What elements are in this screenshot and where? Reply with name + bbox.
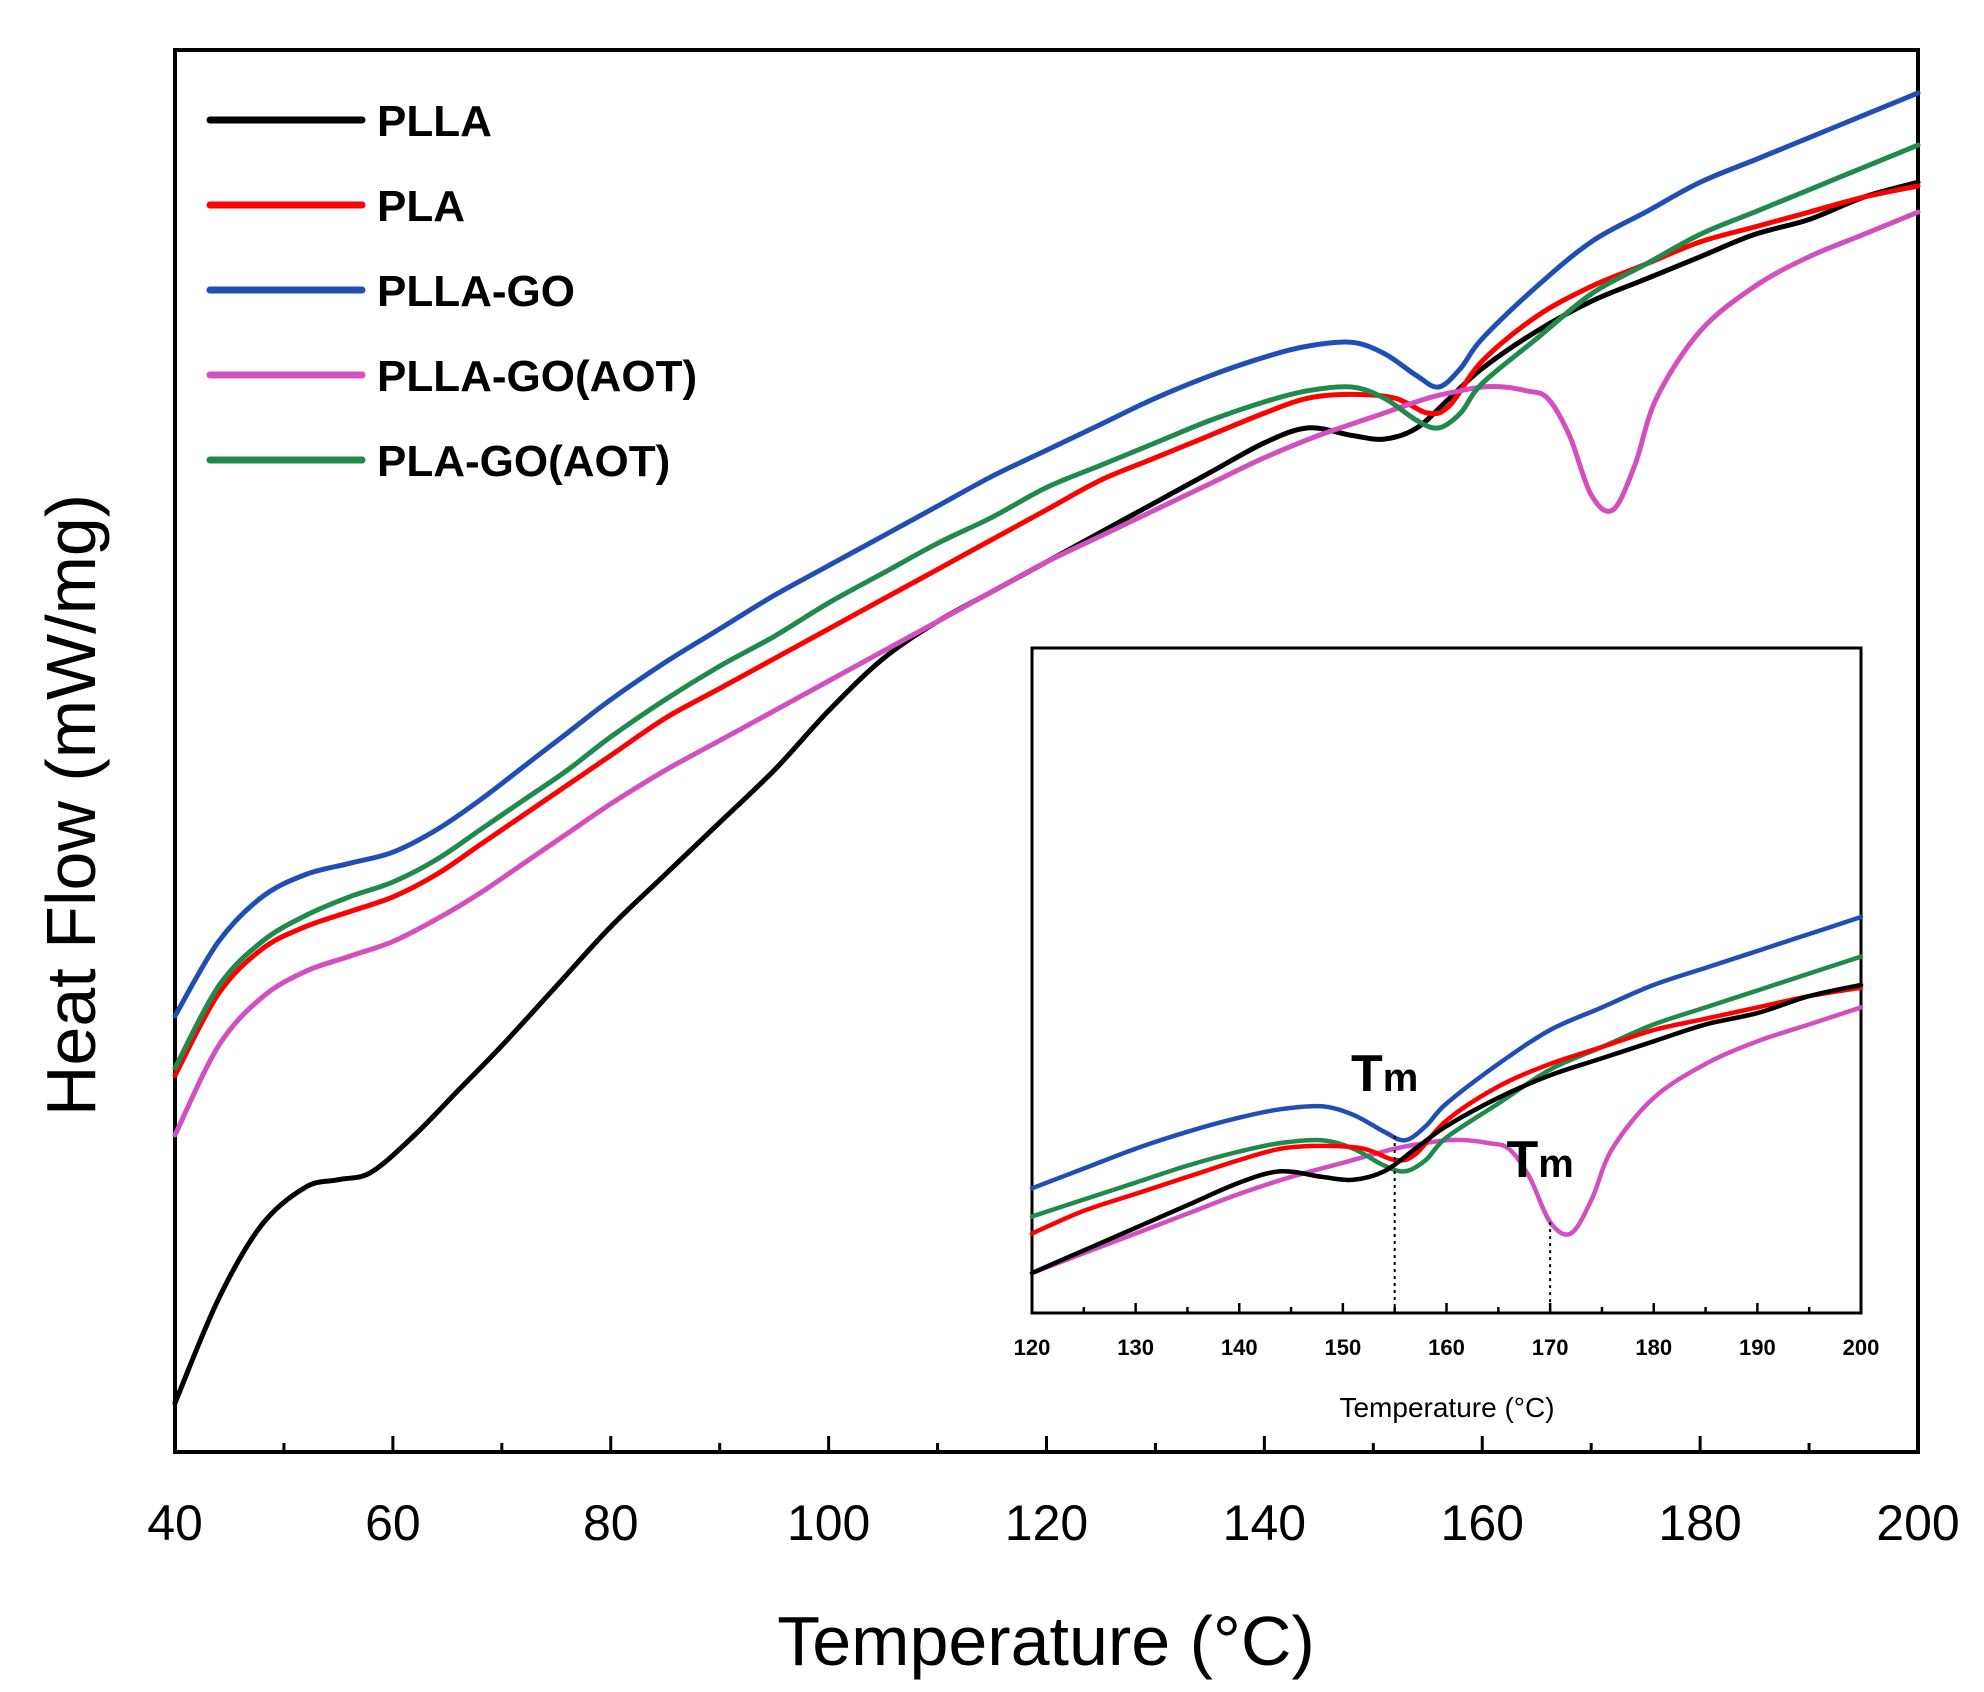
tm-annotation-sub: m [1538,1142,1574,1186]
inset-series-pla-line [1029,985,1864,1236]
main-x-axis-title: Temperature (°C) [777,1602,1315,1680]
inset-x-tick-label: 140 [1221,1335,1258,1360]
inset-x-tick-label: 190 [1739,1335,1776,1360]
main-x-tick-label: 80 [583,1495,639,1551]
inset-x-tick-label: 150 [1325,1335,1362,1360]
inset-series-plla-go-line [1029,914,1864,1191]
legend-label-plla-go: PLLA-GO [377,267,575,316]
main-x-tick-label: 40 [147,1495,203,1551]
inset-series-plla-go-aot-line [1029,1005,1864,1276]
inset-x-axis-title: Temperature (°C) [1339,1392,1554,1423]
inset-series-group [1029,914,1864,1276]
main-x-tick-label: 100 [787,1495,870,1551]
tm-annotation-main: T [1506,1131,1538,1189]
inset-series-plla-line [1029,982,1864,1276]
main-plot: 40 60 80 100 120 140 160 180 200 Temperature (°C… [32,48,1960,1680]
main-series-plla-go-line [172,90,1921,1019]
main-series-plla-go-aot-line [172,209,1921,1138]
inset-x-ticks: 120 130 140 150 160 170 180 190 200 [1014,1303,1880,1360]
main-x-tick-label: 160 [1441,1495,1524,1551]
tm-annotation-label: Tm [1506,1131,1573,1189]
legend-label-plla-go-aot: PLLA-GO(AOT) [377,352,697,401]
inset-x-tick-label: 120 [1014,1335,1051,1360]
legend-label-pla: PLA [377,182,465,231]
main-x-tick-label: 180 [1658,1495,1741,1551]
main-x-tick-label: 60 [365,1495,421,1551]
inset-series-pla-go-aot-line [1029,954,1864,1219]
main-y-axis-title: Heat Flow (mW/mg) [32,494,110,1116]
legend: PLLA PLA PLLA-GO PLLA-GO(AOT) PLA-GO(AOT) [206,97,697,486]
tm-annotation-sub: m [1383,1056,1419,1100]
legend-label-plla: PLLA [377,97,492,146]
main-series-pla-go-aot-line [172,142,1921,1071]
main-x-tick-label: 120 [1005,1495,1088,1551]
inset-plot-frame [1030,646,1863,1315]
tm-annotation-label: Tm [1351,1045,1418,1103]
inset-x-tick-label: 200 [1843,1335,1880,1360]
main-series-group [172,90,1921,1406]
inset-x-tick-label: 130 [1117,1335,1154,1360]
main-x-ticks: 40 60 80 100 120 140 160 180 200 [147,1436,1960,1551]
main-x-tick-label: 200 [1876,1495,1959,1551]
main-x-tick-label: 140 [1223,1495,1306,1551]
inset-x-tick-label: 160 [1428,1335,1465,1360]
legend-label-pla-go-aot: PLA-GO(AOT) [377,437,670,486]
main-series-pla-line [172,183,1921,1078]
tm-annotation-main: T [1351,1045,1383,1103]
inset-x-tick-label: 170 [1532,1335,1569,1360]
inset-x-tick-label: 180 [1635,1335,1672,1360]
